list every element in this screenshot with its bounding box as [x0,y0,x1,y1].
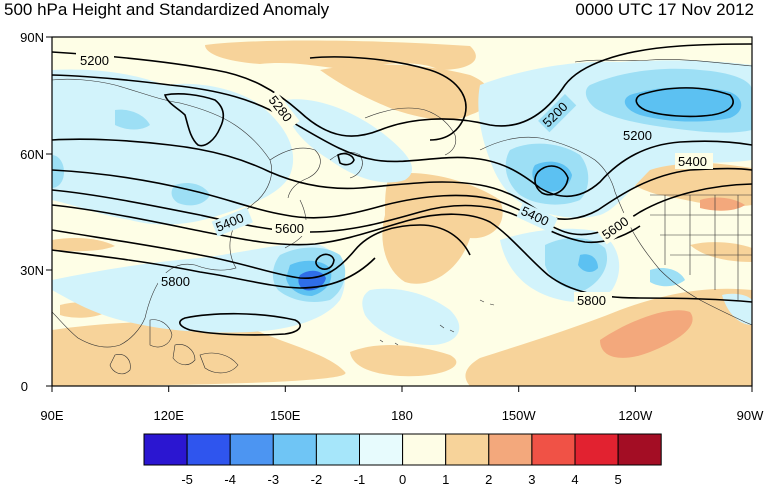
map-field: 5200 5280 5200 5200 5400 5400 5400 56 [52,37,752,386]
colorbar-label: -5 [181,472,193,487]
colorbar-label: 2 [485,472,492,487]
latitude-tick-label: 30N [20,263,44,278]
map-title: 500 hPa Height and Standardized Anomaly [4,0,330,19]
longitude-tick-label: 150E [270,408,301,423]
latitude-tick-label: 60N [20,147,44,162]
colorbar-swatch [531,433,576,466]
longitude-tick-label: 90W [737,408,764,423]
colorbar-label: 5 [614,472,621,487]
map-valid-time: 0000 UTC 17 Nov 2012 [575,0,754,19]
colorbar-swatch [574,433,619,466]
colorbar-swatch [359,433,404,466]
contour-label-bg [538,94,577,133]
colorbar-label: 3 [528,472,535,487]
contour-label: 5200 [80,53,109,68]
colorbar: -5 -4 -3 -2 -1 0 1 2 3 4 5 [143,433,662,487]
colorbar-label: 0 [399,472,406,487]
colorbar-swatch [143,433,188,466]
longitude-tick-label: 120W [618,408,653,423]
colorbar-swatch [445,433,490,466]
longitude-tick-label: 180 [391,408,413,423]
colorbar-swatch [186,433,231,466]
colorbar-label: 1 [442,472,449,487]
contour-label-bg [272,220,310,236]
colorbar-label: 4 [571,472,578,487]
longitude-tick-label: 120E [154,408,185,423]
longitude-tick-label: 150W [502,408,537,423]
latitude-tick-label: 0 [21,379,28,394]
latitude-axis [46,36,52,387]
colorbar-label: -4 [224,472,236,487]
contour-label-bg [263,91,300,131]
longitude-tick-label: 90E [40,408,63,423]
contour-labels: 5200 5280 5200 5200 5400 5400 5400 56 [76,52,713,308]
colorbar-swatch [315,433,360,466]
colorbar-label: -2 [311,472,323,487]
contour-label: 5800 [161,274,190,289]
contour-label-bg [620,127,658,143]
colorbar-swatch [272,433,317,466]
colorbar-swatch [229,433,274,466]
contour-label: 5400 [678,154,707,169]
contour-label-bg [158,273,196,289]
colorbar-label: -1 [354,472,366,487]
colorbar-label: -3 [268,472,280,487]
contour-label-bg [597,209,638,245]
contour-label-bg [574,292,612,308]
contour-label: 5200 [623,128,652,143]
contour-label-bg [76,52,114,68]
contour-label-bg [516,202,558,233]
colorbar-swatch [617,433,662,466]
contour-label: 5800 [577,293,606,308]
colorbar-swatch [488,433,533,466]
contour-label-bg [211,207,253,237]
colorbar-swatch [402,433,447,466]
strong-positive-anomaly-shading [600,197,745,358]
latitude-tick-label: 90N [20,30,44,45]
contour-label: 5600 [275,221,304,236]
height-contours [52,43,752,336]
contour-label-bg [675,153,713,169]
longitude-axis [51,386,753,392]
